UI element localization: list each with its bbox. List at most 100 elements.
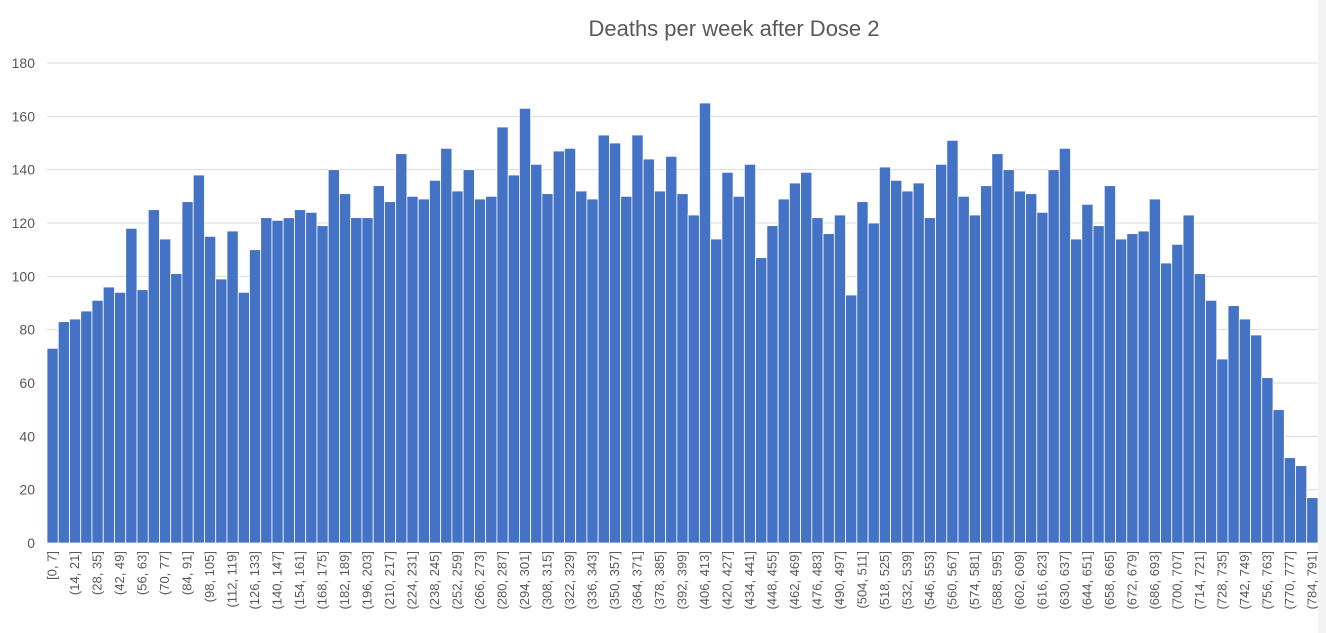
y-tick-label: 60 (19, 375, 35, 391)
bar (743, 163, 757, 544)
bar (1148, 198, 1161, 544)
bar (1272, 409, 1285, 544)
x-tick-label: (182, 189] (337, 551, 352, 610)
bar (440, 147, 453, 544)
y-tick-label: 100 (12, 268, 36, 284)
x-axis-tick-labels: [0, 7] (14, 21] (28, 35] (42, 49] (56, 63] (7… (45, 551, 1318, 610)
bar (519, 107, 532, 544)
bar (496, 126, 509, 544)
chart-title: Deaths per week after Dose 2 (588, 16, 879, 41)
bar (541, 193, 554, 544)
bar (395, 153, 408, 544)
y-tick-label: 20 (19, 482, 35, 498)
x-tick-label: (252, 259] (450, 551, 465, 610)
x-tick-label: (504, 511] (854, 551, 869, 609)
bar (125, 227, 138, 544)
x-tick-label: (476, 483] (809, 551, 824, 610)
bar (294, 209, 307, 544)
bar (957, 195, 970, 544)
bar (867, 222, 880, 544)
bar (282, 217, 295, 544)
x-tick-label: (294, 301] (517, 551, 532, 610)
bar (372, 185, 385, 544)
bar (946, 139, 959, 544)
x-tick-label: (630, 637] (1057, 551, 1072, 610)
bar (507, 174, 520, 544)
bar (91, 299, 104, 544)
x-tick-label: (602, 609] (1012, 551, 1027, 610)
bar (215, 278, 228, 544)
x-tick-label: (350, 357] (607, 551, 622, 610)
y-axis-tick-labels: 0 20 40 60 80 100 120 140 160 180 (12, 55, 36, 551)
bar (530, 163, 543, 544)
bar (991, 153, 1004, 544)
x-tick-label: (658, 665] (1102, 551, 1117, 610)
x-tick-label: (462, 469] (787, 551, 802, 610)
bar (237, 291, 250, 544)
x-tick-label: (308, 315] (540, 551, 555, 610)
x-tick-label: (84, 91] (180, 551, 195, 595)
y-tick-label: 160 (12, 108, 36, 124)
bar (1250, 334, 1263, 544)
x-tick-label: (56, 63] (135, 551, 150, 595)
x-tick-label: (364, 371] (630, 551, 645, 610)
bar (833, 214, 846, 544)
bar (755, 257, 768, 544)
bar (653, 190, 667, 544)
bar (462, 169, 475, 544)
bar (1025, 193, 1038, 544)
x-tick-label: (238, 245] (427, 551, 442, 610)
bar (845, 294, 858, 544)
bar (732, 195, 745, 544)
x-tick-label: (756, 763] (1259, 551, 1274, 610)
x-tick-label: (574, 581] (967, 551, 982, 610)
y-tick-label: 0 (27, 535, 35, 551)
x-tick-label: (70, 77] (157, 551, 172, 595)
bar (935, 163, 948, 544)
bar (811, 217, 824, 544)
bar (923, 217, 936, 544)
bar (260, 217, 273, 544)
bar (676, 193, 689, 544)
bar (361, 217, 374, 544)
bar (642, 158, 655, 544)
bar (147, 209, 160, 544)
bar (1115, 238, 1128, 544)
bar (226, 230, 239, 544)
bar (878, 166, 891, 544)
bar (1283, 457, 1296, 544)
x-tick-label: (784, 791] (1304, 551, 1318, 610)
x-tick-label: (672, 679] (1124, 551, 1139, 610)
bar (800, 171, 813, 544)
bar (586, 198, 599, 544)
bar (1137, 230, 1150, 544)
x-tick-label: (28, 35] (90, 551, 105, 595)
bar (114, 291, 127, 544)
window-edge (1318, 0, 1326, 633)
bar (80, 310, 93, 544)
bar (1306, 497, 1318, 544)
x-tick-label: (112, 119] (225, 551, 240, 608)
bars (46, 102, 1318, 544)
bar (339, 193, 352, 544)
bar (1013, 190, 1026, 544)
bar (1070, 238, 1083, 544)
y-tick-label: 80 (19, 322, 35, 338)
bar (1193, 273, 1206, 544)
bar (1182, 214, 1195, 544)
bar (406, 195, 419, 544)
bar (575, 190, 588, 544)
bar (429, 179, 442, 544)
bar (57, 321, 70, 544)
bar (890, 179, 903, 544)
bar (159, 238, 172, 544)
bar (1058, 147, 1071, 544)
bar (721, 171, 734, 544)
x-tick-label: (280, 287] (495, 551, 510, 610)
y-tick-label: 140 (12, 162, 36, 178)
bar (1160, 262, 1173, 544)
bar (1295, 465, 1308, 544)
bar (563, 147, 577, 544)
